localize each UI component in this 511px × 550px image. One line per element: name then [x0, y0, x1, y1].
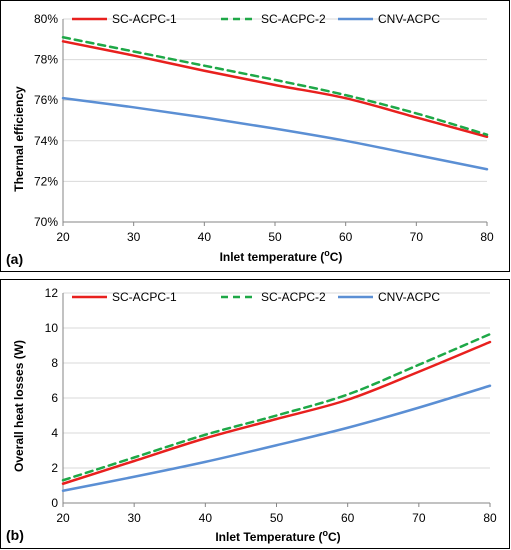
- panel-a: 70% 72% 74% 76% 78% 80% 20 30 40 50 60 70 80 SC-ACP…: [0, 0, 510, 272]
- x-tick-label: 80: [480, 230, 494, 244]
- legend-label: SC-ACPC-1: [112, 290, 177, 304]
- x-tick-label: 70: [410, 230, 424, 244]
- panel-b-axes: [62, 293, 491, 507]
- x-tick-label: 50: [268, 230, 282, 244]
- y-tick-label: 70%: [34, 215, 58, 229]
- panel-b-legend: SC-ACPC-1 SC-ACPC-2 CNV-ACPC: [72, 290, 440, 304]
- panel-a-x-axis-title: Inlet temperature (oC): [220, 248, 343, 264]
- panel-b-x-ticks: 20 30 40 50 60 70 80: [56, 511, 497, 525]
- y-tick-label: 0: [51, 496, 58, 510]
- x-tick-label: 40: [198, 230, 212, 244]
- panel-a-tag: (a): [6, 251, 23, 267]
- y-tick-label: 74%: [34, 134, 58, 148]
- y-tick-label: 2: [51, 461, 58, 475]
- legend-label: SC-ACPC-2: [261, 12, 326, 26]
- x-tick-label: 40: [199, 511, 213, 525]
- panel-a-x-ticks: 20 30 40 50 60 70 80: [56, 230, 494, 244]
- legend-label: SC-ACPC-2: [261, 290, 326, 304]
- panel-a-border: [0, 0, 510, 272]
- y-tick-label: 8: [51, 356, 58, 370]
- panel-a-grid: [63, 18, 487, 182]
- panel-b-tag: (b): [6, 527, 24, 543]
- panel-a-legend: SC-ACPC-1 SC-ACPC-2 CNV-ACPC: [72, 12, 440, 26]
- legend-label: SC-ACPC-1: [112, 12, 177, 26]
- x-tick-label: 60: [339, 230, 353, 244]
- panel-a-axes: [62, 19, 488, 226]
- panel-b-grid: [63, 292, 490, 469]
- x-tick-label: 30: [127, 230, 141, 244]
- x-tick-label: 20: [56, 511, 70, 525]
- panel-b-x-axis-title: Inlet Temperature (oC): [215, 528, 340, 544]
- x-tick-label: 70: [412, 511, 426, 525]
- panel-a-y-axis-title: Thermal efficiency: [12, 86, 26, 192]
- x-tick-label: 20: [56, 230, 70, 244]
- x-tick-label: 60: [341, 511, 355, 525]
- y-tick-label: 78%: [34, 53, 58, 67]
- panel-b-y-ticks: 0 2 4 6 8 10 12: [45, 286, 59, 510]
- panel-b-border: [0, 279, 510, 549]
- panel-b-series: [61, 332, 492, 492]
- series-line-cnv-acpc: [61, 96, 489, 171]
- legend-label: CNV-ACPC: [378, 290, 440, 304]
- panel-a-y-ticks: 70% 72% 74% 76% 78% 80%: [34, 12, 58, 229]
- series-line-sc-acpc-1: [61, 340, 492, 485]
- y-tick-label: 10: [45, 321, 59, 335]
- series-line-sc-acpc-1: [61, 40, 489, 138]
- panel-b-y-axis-title: Overall heat losses (W): [12, 340, 26, 472]
- y-tick-label: 12: [45, 286, 59, 300]
- series-line-sc-acpc-2: [61, 332, 492, 482]
- y-tick-label: 80%: [34, 12, 58, 26]
- x-tick-label: 30: [127, 511, 141, 525]
- series-line-cnv-acpc: [61, 384, 492, 492]
- x-tick-label: 50: [270, 511, 284, 525]
- y-tick-label: 76%: [34, 93, 58, 107]
- y-tick-label: 6: [51, 391, 58, 405]
- y-tick-label: 72%: [34, 174, 58, 188]
- legend-label: CNV-ACPC: [378, 12, 440, 26]
- x-tick-label: 80: [483, 511, 497, 525]
- panel-a-series: [61, 36, 489, 171]
- series-line-sc-acpc-2: [61, 36, 489, 136]
- y-tick-label: 4: [51, 426, 58, 440]
